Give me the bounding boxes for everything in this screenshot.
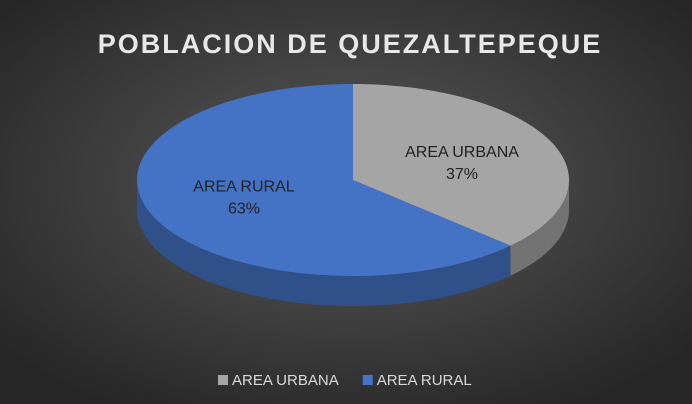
legend-label: AREA RURAL bbox=[377, 372, 472, 389]
slice bbox=[353, 84, 569, 246]
slice bbox=[137, 84, 511, 276]
legend-label: AREA URBANA bbox=[232, 372, 339, 389]
slice-side bbox=[137, 180, 511, 306]
legend-swatch bbox=[362, 375, 373, 385]
chart-title: POBLACION DE QUEZALTEPEQUE bbox=[98, 29, 603, 59]
data-label-category: AREA RURAL bbox=[193, 178, 294, 195]
legend: AREA URBANA AREA RURAL bbox=[218, 372, 472, 389]
legend-swatch bbox=[218, 375, 228, 385]
data-label-value: 63% bbox=[228, 200, 260, 217]
data-label-value: 37% bbox=[446, 166, 478, 183]
slice-side bbox=[510, 180, 569, 276]
data-label-category: AREA URBANA bbox=[405, 144, 519, 161]
